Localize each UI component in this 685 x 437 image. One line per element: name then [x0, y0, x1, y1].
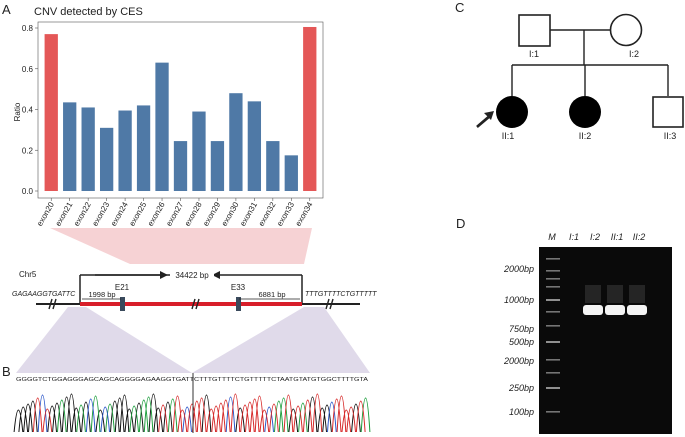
break-marks	[48, 298, 334, 310]
gel-lane-labels: M I:1 I:2 II:1 II:2	[548, 232, 645, 242]
pedigree-i2-female	[609, 13, 643, 47]
band-ii1	[605, 305, 625, 315]
x-tick-label-exon34: exon34	[294, 200, 315, 228]
sequence-text: GGGGTCTGGAGGGAGCAGCAGGGGAGAAGGTGATTCTTTG…	[16, 377, 369, 383]
pedigree-i1-male	[518, 14, 551, 47]
bar-exon29	[210, 141, 225, 191]
smear-i2	[585, 285, 601, 303]
pedigree: I:1 I:2 II:1 II:2 II:3	[476, 13, 684, 141]
panel-label-d: D	[456, 216, 465, 231]
deletion-label-bg	[170, 268, 214, 280]
label-ii1: II:1	[502, 131, 515, 141]
bar-exon34	[303, 26, 317, 192]
marker-ladder	[546, 258, 560, 413]
exon-21-label: E21	[115, 283, 130, 292]
panel-label-a: A	[2, 2, 11, 17]
bar-exon27	[173, 141, 188, 191]
bar-exon20	[44, 34, 58, 191]
exon-33-box	[236, 297, 241, 311]
marker-750bp: 750bp	[509, 324, 534, 334]
gel-image	[539, 247, 672, 434]
bar-exon24	[118, 110, 132, 191]
zoom-wedge-left	[16, 307, 192, 373]
left-distance: 1998 bp	[88, 290, 115, 299]
label-ii3: II:3	[664, 131, 677, 141]
y-tick-label: 0.6	[22, 65, 34, 74]
lane-ii2: II:2	[633, 232, 646, 242]
gene-diagram: Chr5 34422 bp E21 E33 1998 bp 6881 bp GA…	[12, 268, 377, 311]
marker-1000bp: 1000bp	[504, 295, 534, 305]
panel-label-b: B	[2, 364, 11, 379]
bar-exon26	[155, 62, 169, 192]
pedigree-ii2-affected-female	[569, 96, 601, 128]
trace-c	[37, 394, 337, 433]
bar-exon22	[81, 107, 95, 191]
bar-exon31	[247, 101, 262, 191]
lane-ii1: II:1	[611, 232, 624, 242]
arrow-left-head	[212, 271, 220, 279]
y-tick-label: 0.8	[22, 24, 34, 33]
deletion-size: 34422 bp	[175, 271, 209, 280]
zoom-wedge-pink	[50, 228, 312, 264]
trace-a	[57, 395, 371, 433]
bar-exon28	[192, 111, 206, 191]
marker-2000bp-top: 2000bp	[503, 264, 534, 274]
y-tick-label: 0.0	[22, 187, 34, 196]
right-junction-seq: TTTGTTTTCTGTTTTT	[305, 291, 377, 298]
y-tick-label: 0.2	[22, 146, 34, 155]
left-junction-seq: GAGAAGGTGATTC	[12, 291, 76, 298]
y-ticks: 0.0 0.2 0.4 0.6 0.8	[22, 24, 38, 196]
bar-exon21	[63, 102, 77, 191]
x-ticks: exon20exon21exon22exon23exon24exon25exon…	[35, 198, 315, 228]
trace-g	[13, 393, 361, 433]
pedigree-ii1-affected-female	[496, 96, 528, 128]
bars	[44, 26, 317, 192]
smear-ii1	[607, 285, 623, 303]
gel-background	[539, 247, 672, 434]
right-distance: 6881 bp	[258, 290, 285, 299]
y-tick-label: 0.4	[22, 106, 34, 115]
exon-33-label: E33	[231, 283, 246, 292]
bar-exon25	[136, 105, 151, 191]
zoom-wedge-right	[192, 307, 370, 373]
chrom-label: Chr5	[19, 270, 37, 279]
bar-exon32	[266, 141, 280, 191]
smear-ii2	[629, 285, 645, 303]
bar-exon23	[99, 127, 114, 191]
marker-labels: 2000bp 1000bp 750bp 500bp 2000bp 250bp 1…	[503, 264, 534, 417]
band-i2	[583, 305, 603, 315]
label-ii2: II:2	[579, 131, 592, 141]
proband-arrow-head	[484, 111, 494, 120]
arrow-right-head	[160, 271, 168, 279]
y-axis-label: Ratio	[13, 102, 22, 121]
pedigree-ii3-male	[652, 96, 684, 128]
bar-exon33	[284, 155, 298, 191]
band-ii2	[627, 305, 647, 315]
proband-arrow-shaft	[476, 115, 491, 128]
panel-label-c: C	[455, 0, 464, 15]
marker-500bp: 500bp	[509, 337, 534, 347]
trace-t	[32, 393, 366, 433]
exon-21-box	[120, 297, 125, 311]
lane-i2: I:2	[590, 232, 600, 242]
chart-title: CNV detected by CES	[34, 6, 143, 18]
chromatogram	[13, 393, 371, 433]
marker-250bp: 250bp	[508, 383, 534, 393]
bar-exon30	[229, 93, 243, 191]
marker-2000bp-bottom: 2000bp	[503, 356, 534, 366]
label-i1: I:1	[529, 49, 539, 59]
lane-m: M	[548, 232, 556, 242]
marker-100bp: 100bp	[509, 407, 534, 417]
label-i2: I:2	[629, 49, 639, 59]
lane-i1: I:1	[569, 232, 579, 242]
bar-chart: Ratio 0.0 0.2 0.4 0.6 0.8 exon20exon21exon22…	[13, 21, 324, 228]
